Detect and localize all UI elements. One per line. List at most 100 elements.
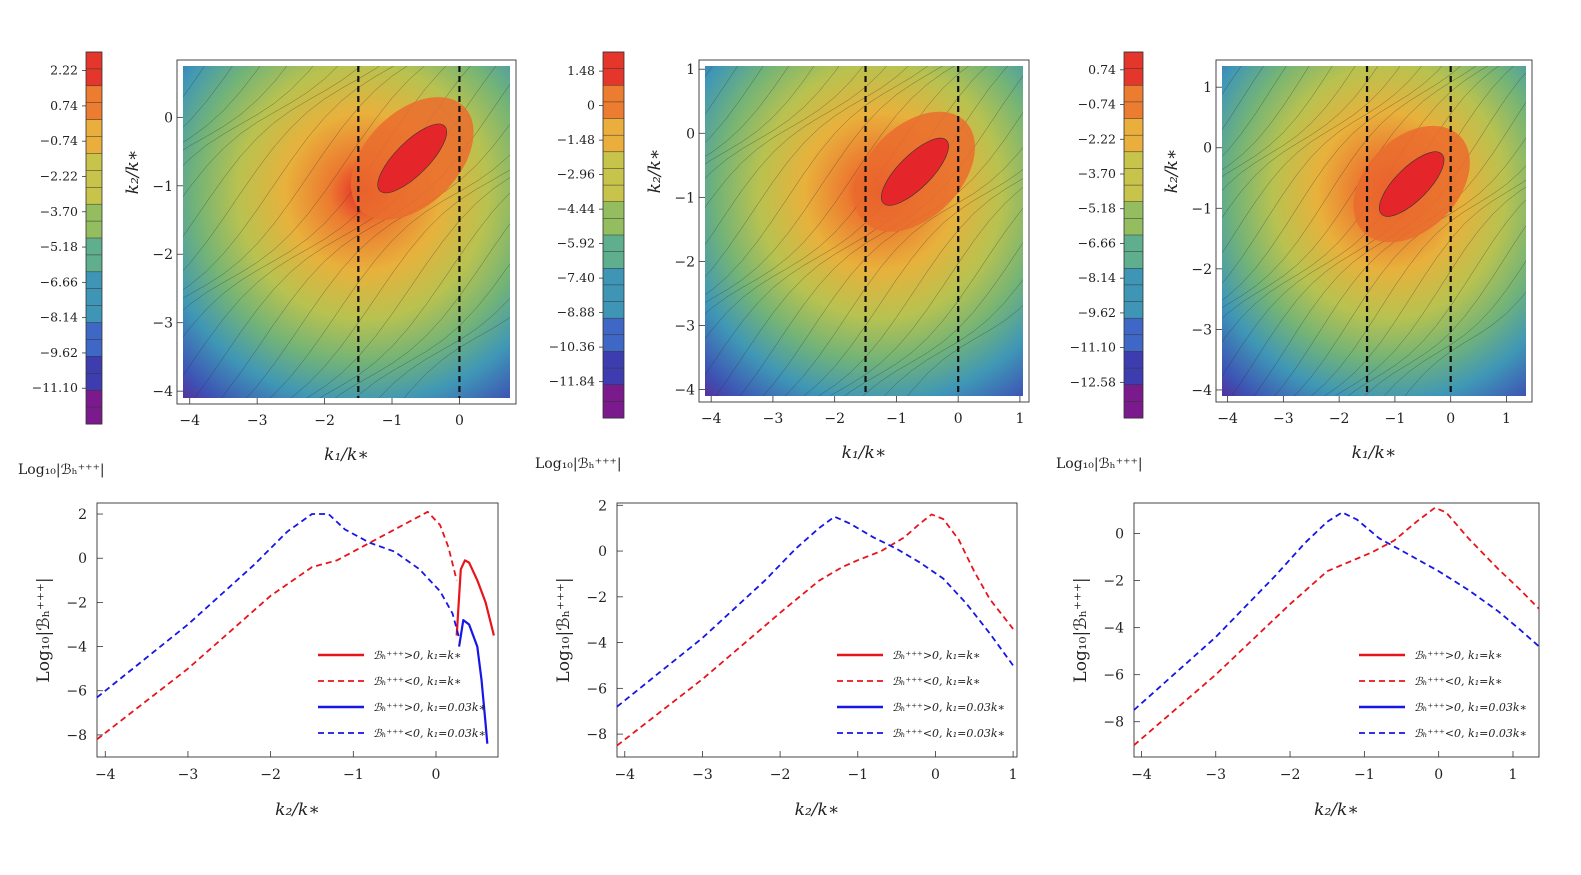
y-tick-label: 2 [598,498,607,514]
colorbar-tick-label: −7.40 [557,270,595,285]
y-tick-label: −1 [674,190,695,206]
x-tick-label: 0 [455,413,464,429]
colorbar-band [86,288,102,307]
contour-line [705,66,738,115]
colorbar-band [603,384,624,402]
colorbar-band [603,185,624,203]
contour-line [290,169,510,398]
x-tick-label: −1 [886,411,907,427]
colorbar-band [603,52,624,70]
x-tick-label: −2 [314,413,335,429]
contour-line [1222,66,1287,157]
colorbar-tick-label: −2.22 [40,168,78,183]
colorbar: 1.48 0 −1.48 −2.96 −4.44 −5.92 −7.40 −8.88 −10.3… [549,51,625,419]
colorbar-tick-label: −3.70 [40,204,78,219]
y-tick-label: 0 [686,126,695,142]
legend-entry: ℬₕ⁺⁺⁺<0, k₁=k∗ [892,675,980,688]
colorbar-label: Log₁₀|ℬₕ⁺⁺⁺| [535,456,622,472]
colorbar-band [86,373,102,391]
colorbar-band [1124,401,1143,419]
x-tick-label: −2 [1329,411,1350,427]
colorbar-frame [85,51,103,425]
line-panel-2: −4 −3 −2 −1 0 1 −8 −6 −4 −2 0 2 k₂/k∗ Log₁₀|ℬₕ⁺⁺⁺| ℬₕ⁺… [554,498,1018,820]
colorbar-band [1124,384,1143,402]
x-tick-label: −2 [824,411,845,427]
x-tick-label: 0 [1446,411,1455,427]
y-tick-label: 0 [1203,141,1212,157]
colorbar-band [603,68,624,86]
heatmap-plot [705,66,1023,396]
legend-entry: ℬₕ⁺⁺⁺>0, k₁=k∗ [1414,649,1502,662]
heatmap-plot [1222,66,1526,396]
colorbar-band [1124,218,1143,236]
x-tick-label: −4 [1131,767,1152,783]
colorbar-tick-label: 0 [587,98,595,113]
legend-entry: ℬₕ⁺⁺⁺<0, k₁=k∗ [373,675,461,688]
colorbar-band [603,101,624,120]
colorbar-band [603,318,624,336]
colorbar-band [86,68,102,87]
x-tick-label: −2 [1280,767,1301,783]
colorbar-tick-label: 1.48 [567,63,595,78]
colorbar-band [1124,268,1143,286]
contour-line [907,305,1023,396]
y-tick-label: 0 [1115,527,1124,543]
contour-line [705,66,764,143]
x-tick-label: −3 [1273,411,1294,427]
x-tick-label: 0 [432,767,441,783]
colorbar-band [1124,52,1143,70]
contour-line [319,192,510,398]
colorbar-band [603,401,624,419]
x-tick-label: 1 [1502,411,1511,427]
y-axis-label: Log₁₀|ℬₕ⁺⁺⁺| [554,577,574,682]
x-tick-label: −1 [382,413,403,429]
x-tick-label: −4 [701,411,722,427]
y-tick-label: −6 [586,681,607,697]
heatmap-field [705,66,1023,396]
x-axis-label: k₂/k∗ [275,800,320,820]
y-tick-label: 1 [1203,80,1212,96]
contour-line [1334,186,1526,396]
x-tick-label: −1 [847,767,868,783]
colorbar-tick-label: 0.74 [1088,62,1116,77]
plot-frame [616,502,1018,758]
series-line-2 [616,513,1014,747]
x-axis-label: k₁/k∗ [842,443,887,463]
colorbar-band [86,356,102,374]
legend-entry: ℬₕ⁺⁺⁺<0, k₁=k∗ [1414,675,1502,688]
contour-line [1222,66,1401,254]
colorbar-tick-label: −0.74 [40,133,78,148]
colorbar-band [1124,284,1143,303]
series-line-4 [616,515,1014,708]
colorbar-frame [1123,51,1144,419]
colorbar-band [603,301,624,319]
line-panel-1: −4 −3 −2 −1 0 −8 −6 −4 −2 0 2 k₂/k∗ Log₁₀|ℬₕ⁺⁺⁺| ℬₕ⁺⁺… [34,502,499,820]
contour-line [1222,66,1310,170]
y-tick-label: 0 [78,551,87,567]
y-axis-label: k₂/k∗ [645,149,665,194]
contour-line [1231,66,1515,396]
y-tick-label: −2 [674,254,695,270]
colorbar-tick-label: 0.74 [50,98,78,113]
colorbar-band [603,118,624,136]
colorbar-tick-label: −9.62 [40,345,78,360]
colorbar-band [603,284,624,303]
y-tick-label: −1 [1191,201,1212,217]
colorbar-band [86,254,102,273]
colorbar-band [603,268,624,286]
y-tick-label: −4 [1191,383,1212,399]
colorbar-band [1124,318,1143,336]
colorbar: 0.74 −0.74 −2.22 −3.70 −5.18 −6.66 −8.14 −9.62 −… [1070,51,1144,419]
colorbar-band [86,204,102,222]
contour-line [183,66,339,198]
contour-line [183,66,233,128]
legend-entry: ℬₕ⁺⁺⁺<0, k₁=0.03k∗ [373,727,486,740]
contour-line [1293,137,1526,396]
contour-line [705,66,929,295]
colorbar-band [86,153,102,171]
contour-line [1364,225,1526,396]
y-tick-label: −6 [1103,668,1124,684]
colorbar-tick-label: −11.84 [549,374,595,389]
x-tick-label: −2 [770,767,791,783]
